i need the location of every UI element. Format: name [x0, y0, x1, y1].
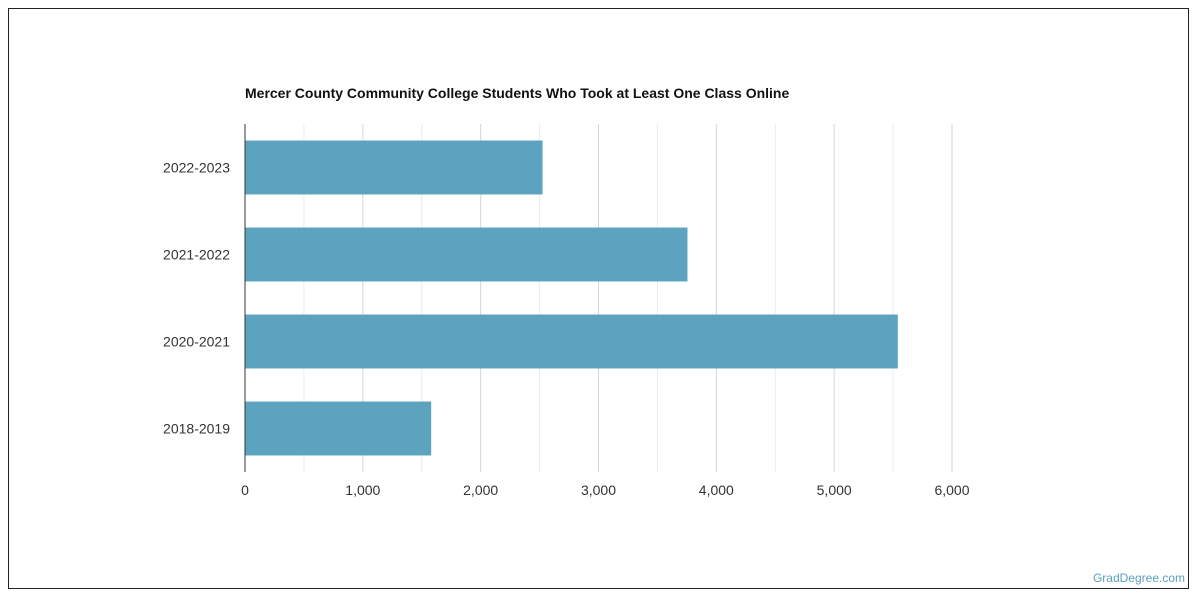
bar	[245, 227, 688, 282]
bars	[245, 140, 898, 456]
x-tick-label: 1,000	[345, 482, 380, 498]
x-tick-label: 6,000	[934, 482, 969, 498]
chart-title: Mercer County Community College Students…	[245, 85, 790, 101]
x-tick-labels: 0 1,000 2,000 3,000 4,000 5,000 6,000	[241, 482, 970, 498]
category-label: 2018-2019	[163, 421, 230, 437]
x-tick-label: 2,000	[463, 482, 498, 498]
x-tick-label: 4,000	[699, 482, 734, 498]
x-tick-label: 5,000	[817, 482, 852, 498]
category-label: 2022-2023	[163, 160, 230, 176]
x-tick-label: 3,000	[581, 482, 616, 498]
source-link[interactable]: GradDegree.com	[1092, 571, 1185, 585]
category-labels: 2022-2023 2021-2022 2020-2021 2018-2019	[163, 160, 230, 437]
bar	[245, 401, 432, 456]
bar	[245, 140, 543, 195]
category-label: 2021-2022	[163, 247, 230, 263]
bar	[245, 314, 898, 369]
x-tick-label: 0	[241, 482, 249, 498]
category-label: 2020-2021	[163, 334, 230, 350]
